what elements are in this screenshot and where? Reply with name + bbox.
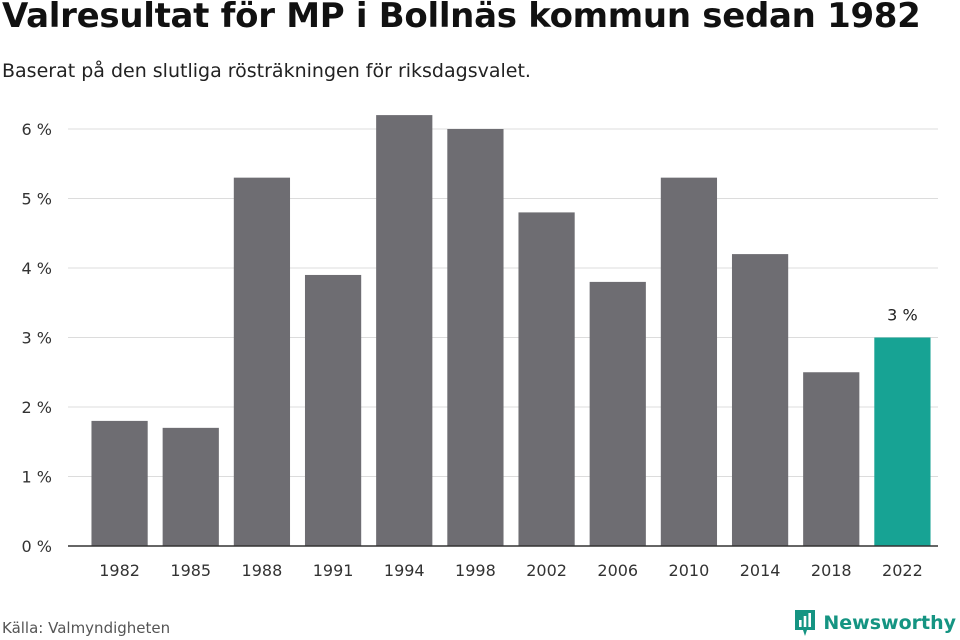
bar-2006 [589,281,646,546]
chart-subtitle: Baserat på den slutliga rösträkningen fö… [2,60,531,82]
y-tick-label: 5 % [22,190,52,209]
bar-1982 [91,420,148,546]
x-tick-label: 2002 [526,561,567,580]
x-tick-label: 1982 [99,561,140,580]
x-tick-label: 1991 [313,561,354,580]
source-note: Källa: Valmyndigheten [2,619,171,637]
x-tick-label: 2018 [811,561,852,580]
bar-2002 [518,212,575,546]
brand[interactable]: Newsworthy [793,608,956,638]
x-tick-label: 2014 [740,561,781,580]
bar-1985 [162,427,219,546]
bar-1991 [304,274,362,546]
y-tick-label: 6 % [22,120,52,139]
y-tick-label: 0 % [22,537,52,556]
y-tick-label: 2 % [22,398,52,417]
brand-name: Newsworthy [823,612,956,634]
x-axis: 1982 1985 1988 1991 1994 1998 2002 2006 2010 2014… [68,545,938,580]
data-label-2022: 3 % [887,306,917,325]
x-tick-label: 2022 [882,561,923,580]
bar-1994 [376,115,433,546]
x-tick-label: 1994 [384,561,425,580]
bar-1998 [447,129,504,546]
x-tick-label: 1998 [455,561,496,580]
bar-1988 [233,177,291,546]
x-tick-label: 2006 [597,561,638,580]
bars [91,115,931,546]
y-tick-label: 1 % [22,468,52,487]
bar-2018 [803,372,860,546]
bar-2022 [874,337,931,546]
x-tick-label: 2010 [669,561,710,580]
y-axis: 0 % 1 % 2 % 3 % 4 % 5 % 6 % [22,120,52,556]
bar-2014 [731,254,789,546]
y-tick-label: 4 % [22,259,52,278]
newsworthy-logo-icon [795,610,816,636]
data-labels: 3 % [887,306,917,325]
y-tick-label: 3 % [22,329,52,348]
x-tick-label: 1985 [170,561,211,580]
chart-title: Valresultat för MP i Bollnäs kommun seda… [2,0,921,36]
bar-2010 [660,177,718,546]
x-tick-label: 1988 [242,561,283,580]
